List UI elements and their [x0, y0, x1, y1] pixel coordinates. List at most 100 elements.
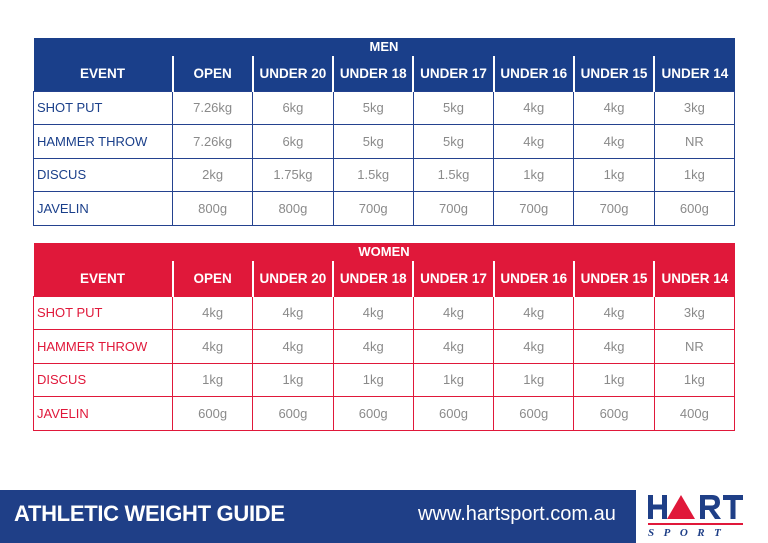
column-header: OPEN — [171, 56, 253, 91]
weight-cell: 1kg — [573, 157, 655, 192]
weight-cell: 700g — [573, 191, 655, 226]
logo-mark: SPORT — [648, 495, 743, 539]
triangle-a-icon — [667, 495, 695, 519]
column-header: UNDER 17 — [412, 261, 494, 296]
column-header: EVENT — [33, 56, 173, 91]
weight-cell: 3kg — [653, 295, 736, 330]
table-row: JAVELIN 800g 800g 700g 700g 700g 700g 60… — [33, 191, 736, 226]
weight-cell: 6kg — [252, 90, 334, 125]
column-header: UNDER 14 — [653, 261, 735, 296]
weight-cell: 800g — [252, 191, 334, 226]
weight-cell: 600g — [171, 396, 254, 431]
table-row: HAMMER THROW 7.26kg 6kg 5kg 5kg 4kg 4kg … — [33, 124, 736, 159]
weight-cell: NR — [653, 124, 736, 159]
weight-cell: 4kg — [493, 329, 575, 364]
footer-title: ATHLETIC WEIGHT GUIDE — [14, 501, 285, 526]
column-header: UNDER 17 — [412, 56, 494, 91]
men-header-row: EVENT OPEN UNDER 20 UNDER 18 UNDER 17 UN… — [33, 56, 735, 91]
weight-cell: 4kg — [573, 90, 655, 125]
weight-cell: 1kg — [332, 362, 414, 397]
column-header: UNDER 20 — [251, 56, 334, 91]
weight-cell: 1.5kg — [332, 157, 414, 192]
weight-cell: 700g — [332, 191, 414, 226]
column-header: EVENT — [33, 261, 173, 296]
weight-cell: 400g — [653, 396, 736, 431]
weight-cell: 5kg — [412, 90, 495, 125]
weight-cell: 4kg — [573, 329, 655, 364]
weight-cell: 600g — [252, 396, 334, 431]
weight-cell: 700g — [493, 191, 575, 226]
footer-bar: ATHLETIC WEIGHT GUIDE www.hartsport.com.… — [0, 490, 768, 543]
event-name: HAMMER THROW — [33, 329, 173, 364]
column-header: UNDER 18 — [332, 261, 414, 296]
weight-cell: 4kg — [493, 124, 575, 159]
event-name: JAVELIN — [33, 191, 173, 226]
weight-cell: 4kg — [252, 329, 334, 364]
weight-cell: 1kg — [412, 362, 495, 397]
weight-cell: 700g — [412, 191, 495, 226]
column-header: UNDER 15 — [572, 56, 655, 91]
event-name: DISCUS — [33, 362, 173, 397]
weight-cell: 4kg — [493, 295, 575, 330]
weight-cell: 600g — [653, 191, 736, 226]
column-header: UNDER 20 — [251, 261, 334, 296]
table-row: JAVELIN 600g 600g 600g 600g 600g 600g 40… — [33, 396, 736, 431]
weight-cell: 4kg — [332, 329, 414, 364]
column-header: UNDER 16 — [492, 56, 574, 91]
table-row: SHOT PUT 4kg 4kg 4kg 4kg 4kg 4kg 3kg — [33, 295, 736, 330]
women-table-title: WOMEN — [33, 243, 735, 261]
weight-cell: 4kg — [332, 295, 414, 330]
men-table: MEN EVENT OPEN UNDER 20 UNDER 18 UNDER 1… — [33, 38, 736, 226]
weight-cell: 1.5kg — [412, 157, 495, 192]
weight-cell: 2kg — [171, 157, 254, 192]
weight-cell: 4kg — [171, 329, 254, 364]
weight-cell: 7.26kg — [171, 90, 254, 125]
women-table: WOMEN EVENT OPEN UNDER 20 UNDER 18 UNDER… — [33, 243, 736, 431]
weight-cell: 1.75kg — [252, 157, 334, 192]
weight-cell: 1kg — [653, 157, 736, 192]
table-row: DISCUS 2kg 1.75kg 1.5kg 1.5kg 1kg 1kg 1k… — [33, 157, 736, 192]
men-table-title: MEN — [33, 38, 735, 56]
weight-cell: 600g — [573, 396, 655, 431]
weight-cell: 4kg — [252, 295, 334, 330]
column-header: UNDER 15 — [572, 261, 655, 296]
weight-cell: NR — [653, 329, 736, 364]
weight-cell: 6kg — [252, 124, 334, 159]
column-header: UNDER 18 — [332, 56, 414, 91]
weight-cell: 4kg — [171, 295, 254, 330]
event-name: SHOT PUT — [33, 90, 173, 125]
weight-cell: 1kg — [573, 362, 655, 397]
weight-cell: 4kg — [412, 295, 495, 330]
weight-cell: 3kg — [653, 90, 736, 125]
hart-sport-logo: SPORT — [636, 490, 768, 543]
weight-cell: 1kg — [252, 362, 334, 397]
weight-cell: 600g — [493, 396, 575, 431]
website-link[interactable]: www.hartsport.com.au — [418, 503, 616, 525]
weight-cell: 600g — [412, 396, 495, 431]
weight-cell: 4kg — [493, 90, 575, 125]
weight-cell: 5kg — [412, 124, 495, 159]
weight-cell: 600g — [332, 396, 414, 431]
women-header-row: EVENT OPEN UNDER 20 UNDER 18 UNDER 17 UN… — [33, 261, 735, 296]
event-name: HAMMER THROW — [33, 124, 173, 159]
weight-cell: 7.26kg — [171, 124, 254, 159]
weight-cell: 1kg — [493, 157, 575, 192]
weight-cell: 4kg — [573, 295, 655, 330]
weight-cell: 1kg — [171, 362, 254, 397]
weight-cell: 800g — [171, 191, 254, 226]
weight-cell: 1kg — [653, 362, 736, 397]
column-header: OPEN — [171, 261, 253, 296]
table-row: HAMMER THROW 4kg 4kg 4kg 4kg 4kg 4kg NR — [33, 329, 736, 364]
event-name: DISCUS — [33, 157, 173, 192]
event-name: JAVELIN — [33, 396, 173, 431]
column-header: UNDER 14 — [653, 56, 735, 91]
weight-cell: 4kg — [573, 124, 655, 159]
event-name: SHOT PUT — [33, 295, 173, 330]
table-row: DISCUS 1kg 1kg 1kg 1kg 1kg 1kg 1kg — [33, 362, 736, 397]
weight-cell: 1kg — [493, 362, 575, 397]
logo-subtext: SPORT — [648, 527, 730, 539]
column-header: UNDER 16 — [492, 261, 574, 296]
weight-cell: 4kg — [412, 329, 495, 364]
weight-cell: 5kg — [332, 90, 414, 125]
weight-cell: 5kg — [332, 124, 414, 159]
